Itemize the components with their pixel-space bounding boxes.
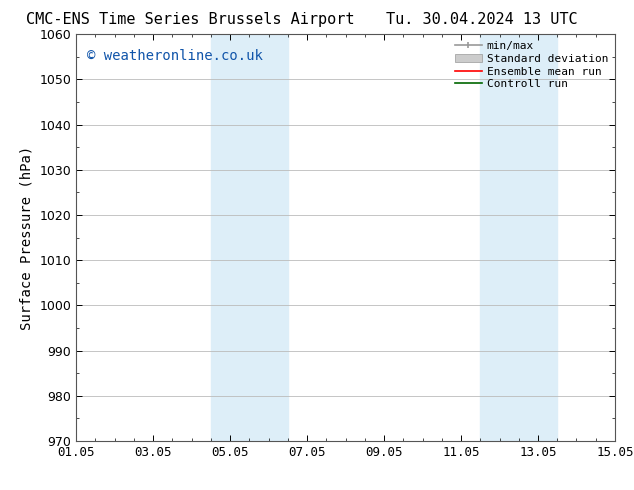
Bar [210, 34, 288, 441]
Text: Tu. 30.04.2024 13 UTC: Tu. 30.04.2024 13 UTC [386, 12, 578, 27]
Text: © weatheronline.co.uk: © weatheronline.co.uk [87, 49, 262, 63]
Bar [480, 34, 557, 441]
Text: CMC-ENS Time Series Brussels Airport: CMC-ENS Time Series Brussels Airport [26, 12, 354, 27]
Legend: min/max, Standard deviation, Ensemble mean run, Controll run: min/max, Standard deviation, Ensemble me… [450, 37, 612, 94]
Y-axis label: Surface Pressure (hPa): Surface Pressure (hPa) [20, 146, 34, 330]
